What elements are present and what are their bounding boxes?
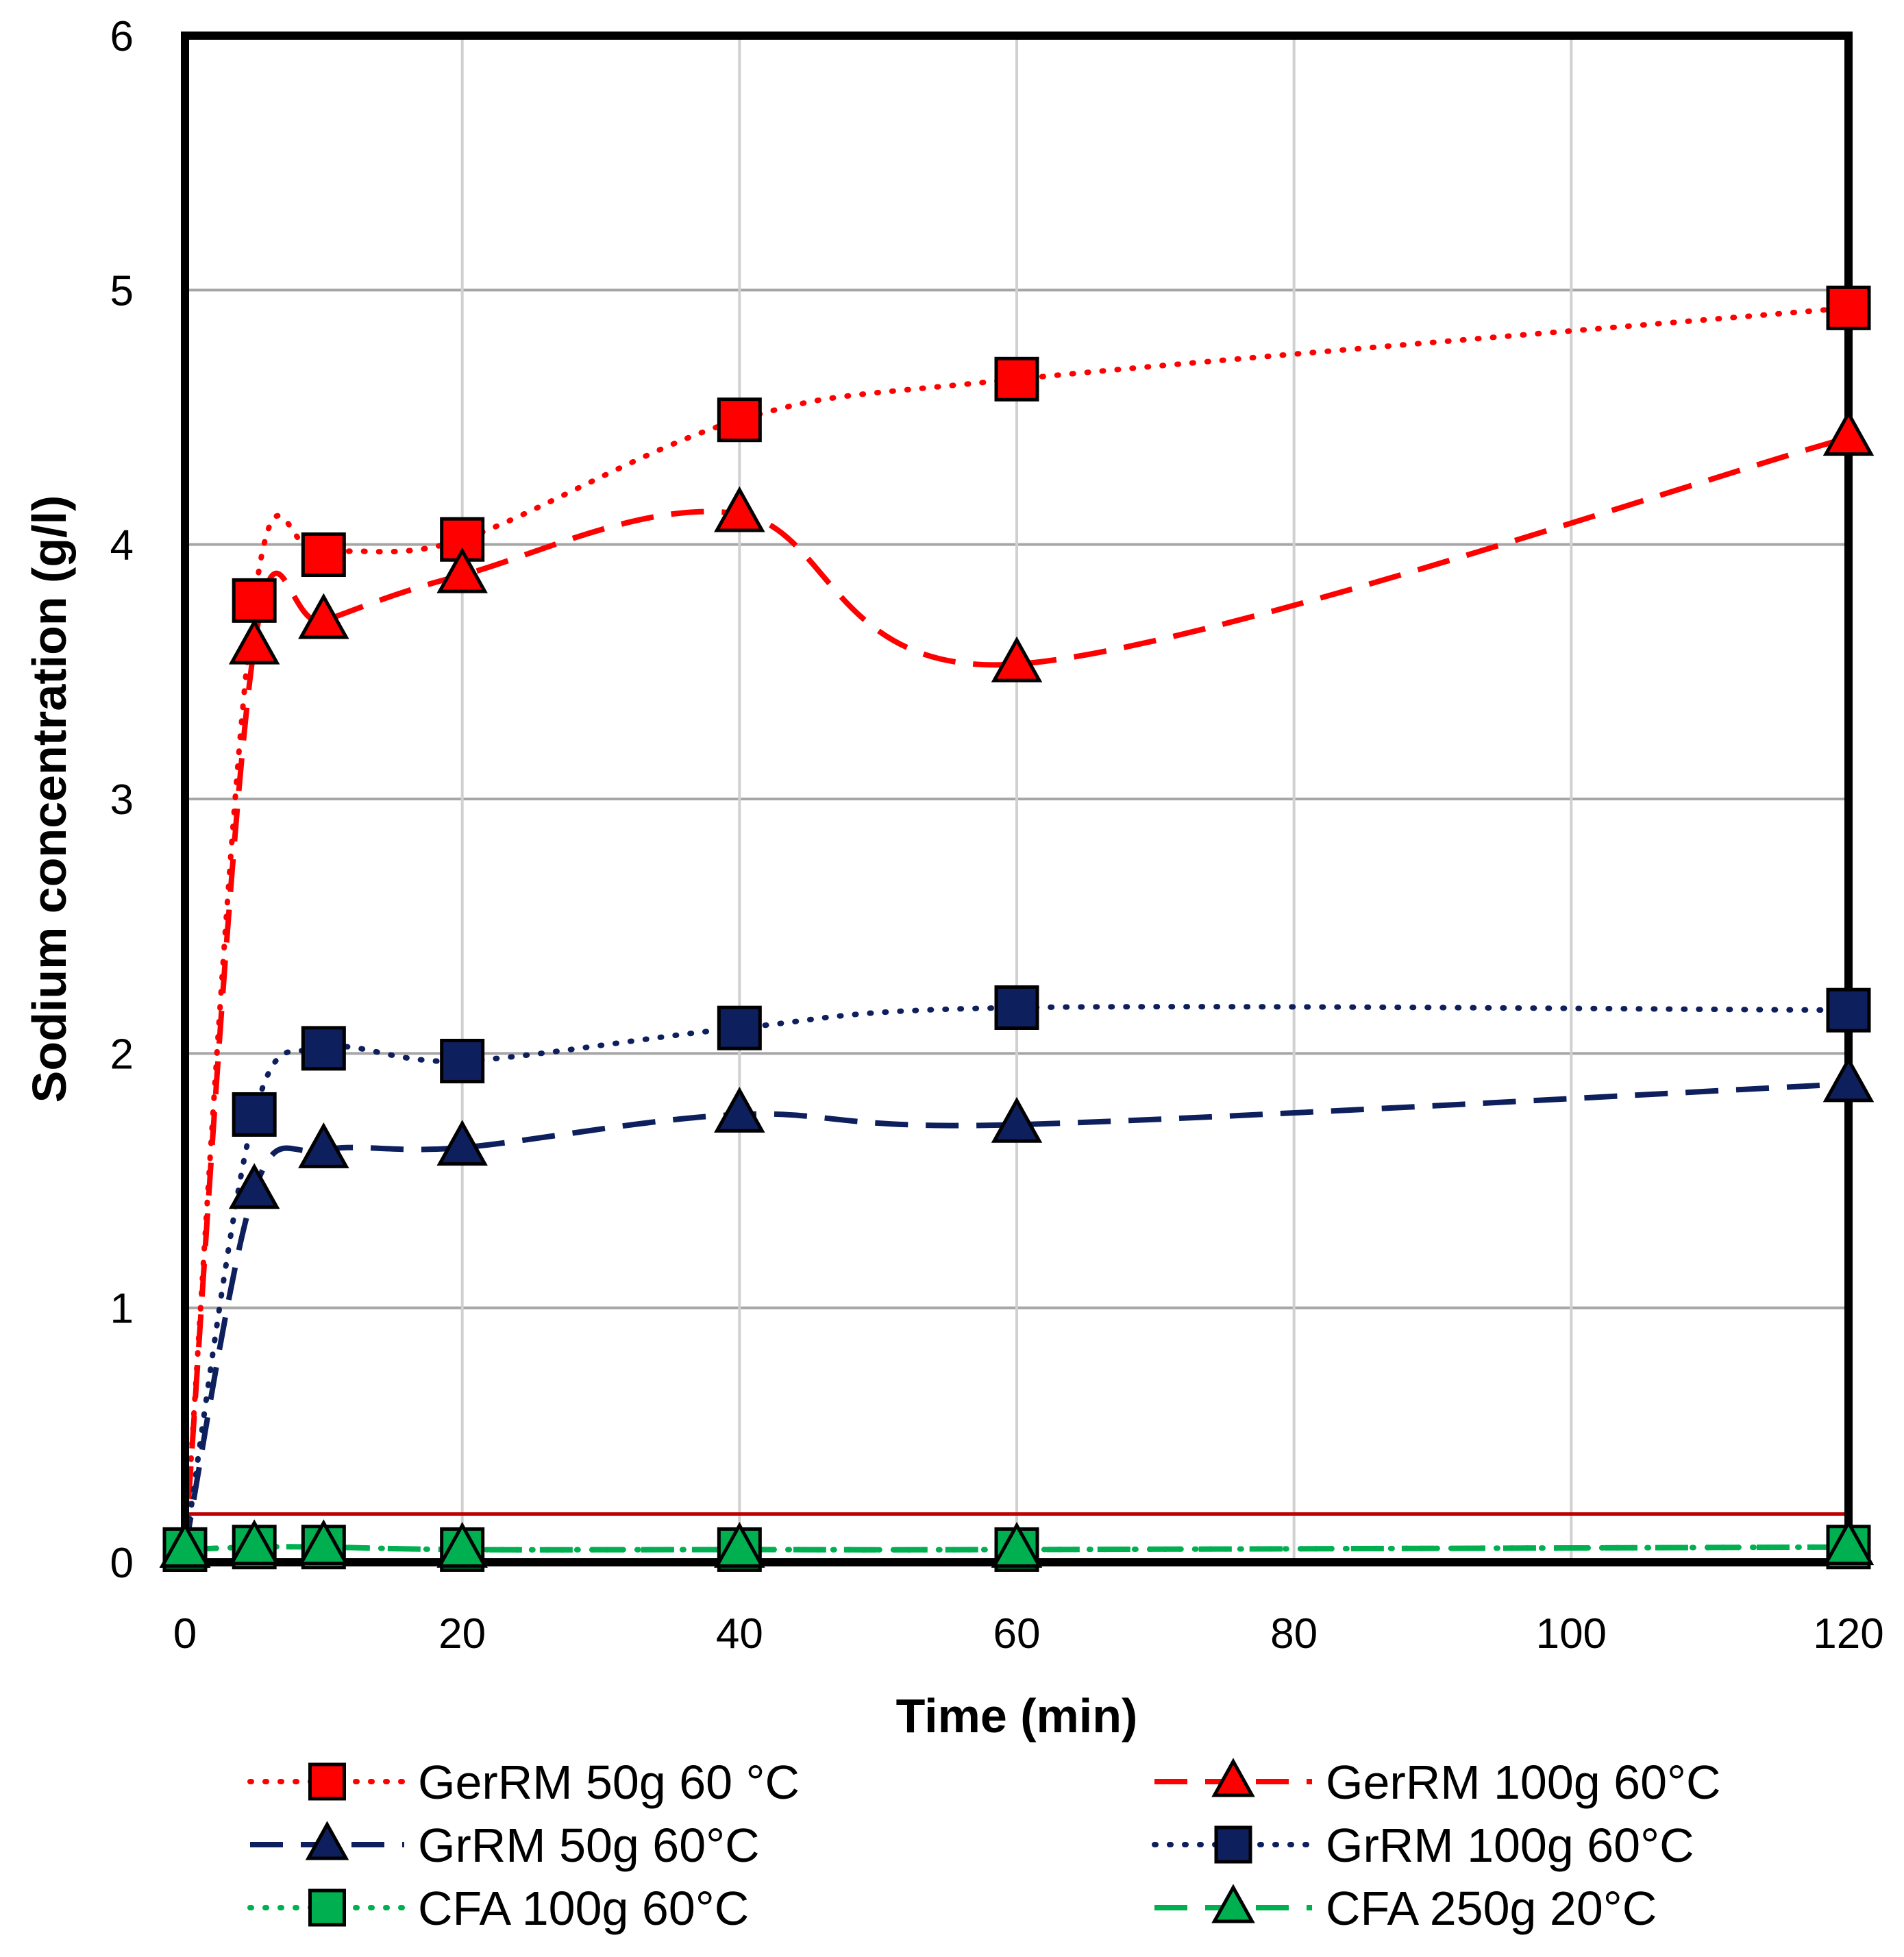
legend: GerRM 50g 60 °C GerRM 100g 60°C GrRM 50g 6…	[247, 1756, 1721, 1935]
y-tick-label: 3	[110, 776, 134, 824]
data-point-gerrm-50g-60-c	[301, 532, 346, 578]
legend-label-grrm-50g-60c: GrRM 50g 60°C	[418, 1819, 760, 1872]
y-tick-label: 4	[110, 522, 134, 569]
data-point-grrm-100g-60c	[440, 1038, 485, 1083]
x-tick-label: 20	[438, 1610, 486, 1658]
data-point-cfa-250g-20c	[1822, 1519, 1875, 1566]
legend-label-gerrm-50g-60-c: GerRM 50g 60 °C	[418, 1756, 800, 1809]
data-point-gerrm-100g-60c	[298, 593, 349, 639]
x-tick-label: 40	[716, 1610, 763, 1658]
data-point-grrm-100g-60c	[301, 1026, 346, 1071]
series-line-grrm-50g-60c	[182, 1081, 1849, 1551]
data-point-cfa-250g-20c	[159, 1521, 211, 1568]
data-point-cfa-250g-20c	[298, 1519, 349, 1566]
legend-marker-cfa-100g-60c	[308, 1888, 346, 1927]
data-point-cfa-250g-20c	[436, 1521, 488, 1568]
x-tick-label: 120	[1813, 1610, 1883, 1658]
data-point-gerrm-50g-60-c	[232, 578, 277, 623]
data-point-gerrm-100g-60c	[436, 547, 488, 593]
x-axis-title: Time (min)	[896, 1689, 1138, 1743]
y-tick-label: 6	[110, 13, 134, 60]
x-tick-label: 100	[1536, 1610, 1607, 1658]
legend-marker-cfa-250g-20c	[1211, 1884, 1255, 1923]
data-point-cfa-250g-20c	[991, 1521, 1043, 1568]
data-point-grrm-100g-60c	[717, 1005, 762, 1050]
data-point-grrm-50g-60c	[228, 1163, 280, 1209]
data-point-gerrm-100g-60c	[228, 618, 280, 665]
y-tick-label: 1	[110, 1285, 134, 1333]
x-tick-label: 0	[173, 1610, 197, 1658]
legend-marker-grrm-50g-60c	[305, 1821, 349, 1860]
data-point-grrm-50g-60c	[436, 1120, 488, 1166]
legend-label-cfa-100g-60c: CFA 100g 60°C	[418, 1882, 749, 1935]
series-line-gerrm-50g-60-c	[182, 305, 1851, 1553]
data-point-gerrm-100g-60c	[714, 486, 765, 532]
legend-marker-gerrm-50g-60-c	[308, 1762, 346, 1801]
legend-label-cfa-250g-20c: CFA 250g 20°C	[1326, 1882, 1657, 1935]
data-point-grrm-100g-60c	[1826, 987, 1871, 1033]
legend-label-grrm-100g-60c: GrRM 100g 60°C	[1326, 1819, 1694, 1872]
legend-label-gerrm-100g-60c: GerRM 100g 60°C	[1326, 1756, 1721, 1809]
x-tick-labels: 0 20 40 60 80 100 120	[173, 1610, 1884, 1658]
x-tick-label: 60	[993, 1610, 1041, 1658]
y-axis-title: Sodium concentration (g/l)	[23, 495, 76, 1103]
y-tick-labels: 0 1 2 3 4 5 6	[110, 13, 134, 1587]
data-point-cfa-250g-20c	[714, 1521, 765, 1568]
series-line-cfa-250g-20c	[184, 1544, 1849, 1553]
data-point-gerrm-50g-60-c	[994, 356, 1039, 402]
data-point-gerrm-100g-60c	[991, 636, 1043, 682]
data-point-grrm-50g-60c	[991, 1096, 1043, 1143]
series-line-gerrm-100g-60c	[182, 434, 1850, 1550]
series-line-grrm-100g-60c	[182, 1004, 1851, 1553]
data-point-grrm-100g-60c	[994, 985, 1039, 1030]
y-tick-label: 2	[110, 1031, 134, 1078]
data-point-gerrm-50g-60-c	[1826, 285, 1871, 330]
data-point-grrm-50g-60c	[714, 1086, 765, 1133]
legend-marker-gerrm-100g-60c	[1211, 1758, 1255, 1797]
y-tick-label: 0	[110, 1540, 134, 1587]
data-point-grrm-100g-60c	[232, 1092, 277, 1137]
y-tick-label: 5	[110, 267, 134, 315]
legend-marker-grrm-100g-60c	[1214, 1825, 1252, 1864]
series-markers	[159, 285, 1875, 1572]
data-point-gerrm-100g-60c	[1822, 410, 1875, 456]
x-tick-label: 80	[1270, 1610, 1318, 1658]
data-point-cfa-250g-20c	[228, 1519, 280, 1566]
data-point-gerrm-50g-60-c	[717, 397, 762, 443]
series-lines	[182, 305, 1851, 1553]
data-point-grrm-50g-60c	[1822, 1056, 1875, 1103]
data-point-grrm-50g-60c	[298, 1122, 349, 1168]
